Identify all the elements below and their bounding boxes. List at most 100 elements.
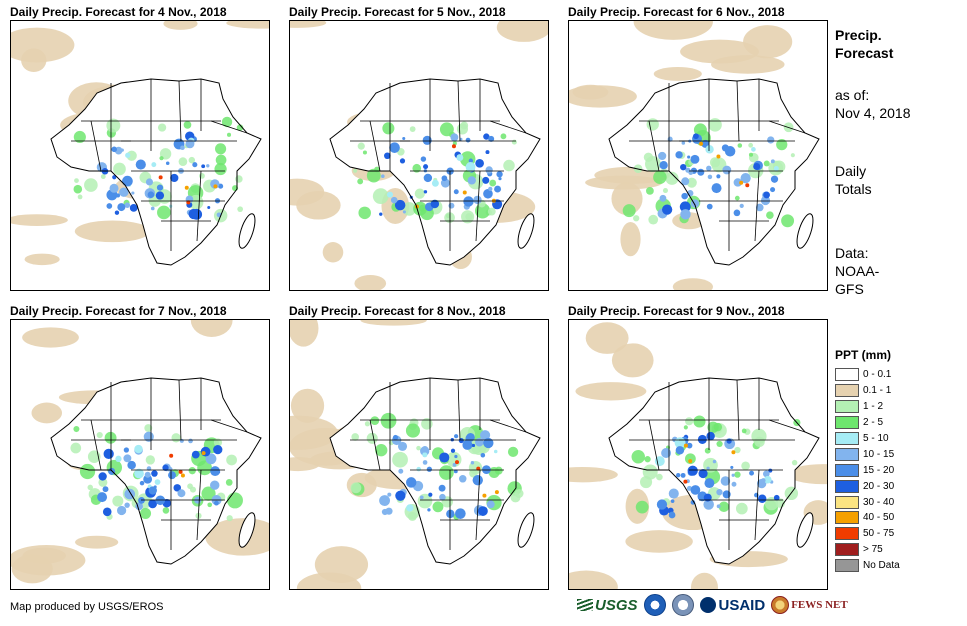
extreme-precip-cell xyxy=(494,490,499,495)
fews-logo-text: FEWS NET xyxy=(791,599,848,611)
moderate-precip-cell xyxy=(236,124,244,132)
usaid-seal-icon xyxy=(699,597,716,613)
light-precip-patch xyxy=(290,388,325,423)
heavy-precip-cell xyxy=(480,452,486,458)
country-border xyxy=(196,469,202,541)
extreme-precip-cell xyxy=(178,469,183,474)
moderate-precip-cell xyxy=(207,502,213,508)
country-border xyxy=(178,379,182,441)
madagascar-island xyxy=(238,213,256,249)
light-precip-patch xyxy=(11,214,68,226)
moderate-precip-cell xyxy=(656,473,663,481)
heavy-precip-cell xyxy=(705,145,714,154)
heavy-precip-cell xyxy=(420,156,427,162)
heavy-precip-cell xyxy=(111,146,117,153)
moderate-precip-cell xyxy=(707,421,719,433)
legend-swatch xyxy=(835,511,859,525)
heavy-precip-cell xyxy=(453,189,459,195)
coastline xyxy=(329,78,541,266)
heavy-precip-cell xyxy=(381,508,389,516)
legend-item: 50 - 75 xyxy=(835,526,900,542)
moderate-precip-cell xyxy=(412,163,422,173)
heavy-precip-cell xyxy=(123,447,130,453)
legend-label: 5 - 10 xyxy=(863,433,889,444)
moderate-precip-cell xyxy=(226,454,237,466)
light-precip-patch xyxy=(572,84,609,100)
legend-swatch xyxy=(835,527,859,541)
side-asof: as of: Nov 4, 2018 xyxy=(835,86,911,122)
moderate-precip-cell xyxy=(790,153,795,158)
heavy-precip-cell xyxy=(200,446,211,457)
heavy-precip-cell xyxy=(390,196,398,204)
light-precip-patch xyxy=(672,278,714,290)
country-border xyxy=(754,469,760,541)
legend-item: 1 - 2 xyxy=(835,399,900,415)
heavy-precip-cell xyxy=(134,468,144,479)
logo-strip: USGS USAID FEWS NET xyxy=(577,594,848,616)
moderate-precip-cell xyxy=(370,416,380,425)
light-precip-patch xyxy=(11,544,86,576)
heavy-precip-cell xyxy=(676,473,681,478)
madagascar-island xyxy=(517,512,535,548)
heavy-precip-cell xyxy=(109,183,119,193)
madagascar-island xyxy=(796,512,814,548)
heavy-precip-cell xyxy=(733,209,741,217)
country-border xyxy=(210,419,248,433)
light-precip-patch xyxy=(575,382,647,401)
light-precip-patch xyxy=(585,175,663,190)
legend-title: PPT (mm) xyxy=(835,348,892,362)
heavy-precip-cell xyxy=(658,151,667,161)
heavy-precip-cell xyxy=(134,444,143,454)
heavy-precip-cell xyxy=(454,454,458,459)
moderate-precip-cell xyxy=(685,417,694,426)
map-panel-2 xyxy=(289,20,549,291)
heavy-precip-cell xyxy=(454,434,459,439)
heavy-precip-cell xyxy=(389,142,400,153)
moderate-precip-cell xyxy=(87,484,93,491)
heavy-precip-cell xyxy=(697,168,705,176)
moderate-precip-cell xyxy=(226,132,232,137)
heavy-precip-cell xyxy=(422,452,428,458)
heavy-precip-cell xyxy=(207,205,211,210)
moderate-precip-cell xyxy=(405,423,421,438)
heavy-precip-cell xyxy=(379,495,391,507)
country-border xyxy=(178,80,182,142)
legend-label: 0.1 - 1 xyxy=(863,385,892,397)
side-totals-line2: Totals xyxy=(835,181,872,197)
heavy-precip-cell xyxy=(419,495,424,500)
moderate-precip-cell xyxy=(159,156,164,161)
moderate-precip-cell xyxy=(100,174,106,180)
moderate-precip-cell xyxy=(683,425,688,430)
heavy-precip-cell xyxy=(762,470,770,478)
heavy-precip-cell xyxy=(453,469,458,474)
heavy-precip-cell xyxy=(210,480,220,490)
light-precip-patch xyxy=(680,39,759,64)
country-border xyxy=(736,379,740,441)
extreme-precip-cell xyxy=(731,450,736,455)
extreme-precip-cell xyxy=(158,175,163,180)
moderate-precip-cell xyxy=(741,428,747,434)
heavy-precip-cell xyxy=(465,162,476,172)
heavy-precip-cell xyxy=(423,164,429,170)
heavy-precip-cell xyxy=(486,500,495,509)
moderate-precip-cell xyxy=(214,162,227,176)
moderate-precip-cell xyxy=(791,459,798,466)
heavy-precip-cell xyxy=(656,499,668,510)
heavy-precip-cell xyxy=(726,438,732,444)
legend-swatch xyxy=(835,495,859,509)
heavy-precip-cell xyxy=(770,175,779,183)
moderate-precip-cell xyxy=(221,116,233,128)
heavy-precip-cell xyxy=(478,506,488,516)
map-panel-6 xyxy=(568,319,828,590)
heavy-precip-cell xyxy=(173,484,181,492)
moderate-precip-cell xyxy=(741,461,750,471)
heavy-precip-cell xyxy=(145,178,154,186)
coastline xyxy=(329,377,541,565)
heavy-precip-cell xyxy=(381,174,385,178)
heavy-precip-cell xyxy=(206,164,210,168)
heavy-precip-cell xyxy=(428,492,433,497)
heavy-precip-cell xyxy=(681,192,688,200)
heavy-precip-cell xyxy=(426,466,432,472)
moderate-precip-cell xyxy=(631,450,645,464)
country-border xyxy=(475,469,481,541)
